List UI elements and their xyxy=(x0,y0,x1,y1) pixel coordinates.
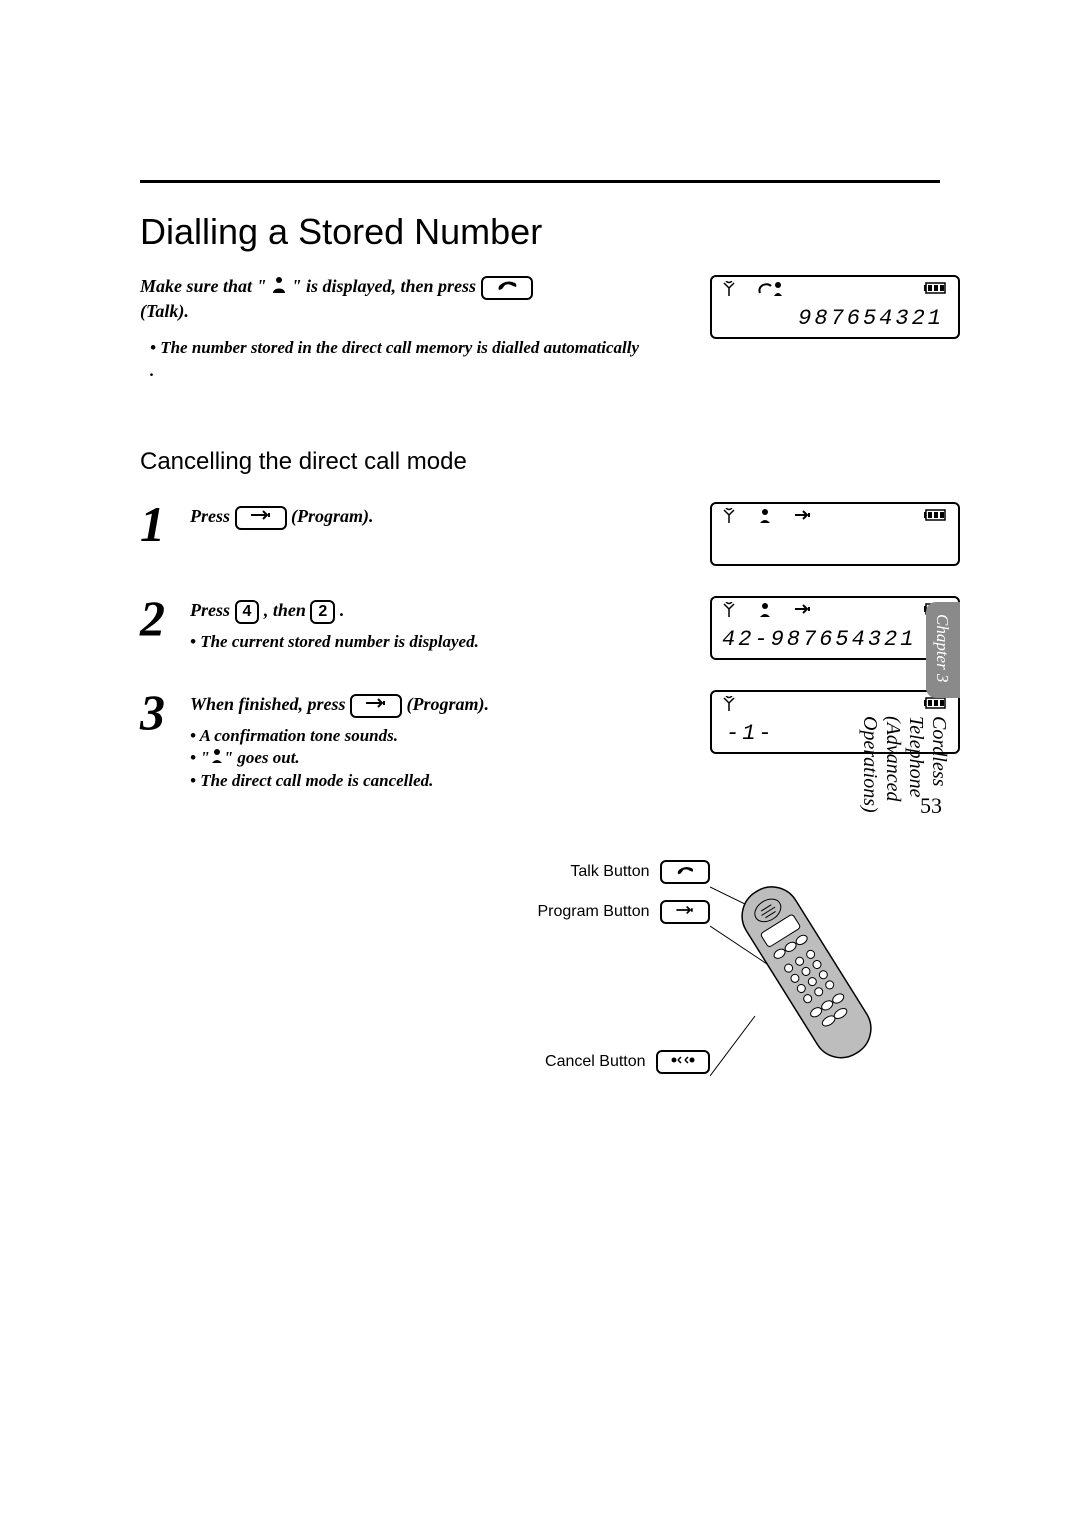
lcd-digits: 987654321 xyxy=(798,306,944,331)
lcd-icons xyxy=(722,696,948,717)
intro-text: Make sure that " " is displayed, then pr… xyxy=(140,275,640,396)
cancel-key-icon xyxy=(656,1050,710,1074)
program-key-icon xyxy=(350,694,402,718)
step-bullet: The current stored number is displayed. xyxy=(190,632,686,652)
program-key-icon xyxy=(660,900,710,924)
intro-section: Make sure that " " is displayed, then pr… xyxy=(140,275,960,396)
intro-bullet-text: The number stored in the direct call mem… xyxy=(150,338,639,379)
step-bullets: A confirmation tone sounds. "" goes out.… xyxy=(190,726,686,792)
cancel-button-label: Cancel Button xyxy=(510,1050,710,1074)
step-body: Press 4 , then 2 . The current stored nu… xyxy=(190,596,686,654)
battery-icon xyxy=(924,508,948,529)
antenna-icon xyxy=(722,602,736,623)
intro-bullet: • The number stored in the direct call m… xyxy=(150,337,640,381)
step-text-mid: , then xyxy=(264,600,311,620)
step-text: When finished, press (Program). xyxy=(190,694,686,718)
step-2: 2 Press 4 , then 2 . The current stored … xyxy=(140,596,960,660)
label-text: Cancel Button xyxy=(545,1053,646,1070)
antenna-icon xyxy=(722,696,736,717)
battery-icon xyxy=(924,281,948,302)
lcd-display-intro: 987654321 xyxy=(710,275,960,339)
lcd-icons xyxy=(722,281,948,302)
step-text-after: . xyxy=(340,600,345,620)
step-text-before: Press xyxy=(190,600,235,620)
step-bullet: The direct call mode is cancelled. xyxy=(190,771,686,791)
lcd-icons xyxy=(722,508,948,529)
page-number: 53 xyxy=(920,793,942,819)
arrow-icon xyxy=(794,508,812,529)
step-bullets: The current stored number is displayed. xyxy=(190,632,686,652)
intro-part1: Make sure that " xyxy=(140,276,267,296)
key-2: 2 xyxy=(310,600,335,624)
person-icon xyxy=(758,508,772,529)
lcd-digits: 42-987654321 xyxy=(722,627,916,652)
handset-person-icon xyxy=(758,281,784,302)
step-text-after: (Program). xyxy=(291,506,374,526)
subheading: Cancelling the direct call mode xyxy=(140,448,960,476)
page-content: Dialling a Stored Number Make sure that … xyxy=(140,180,960,823)
step-number: 1 xyxy=(140,502,176,547)
phone-illustration: Talk Button Program Button Cancel Button xyxy=(540,850,960,1150)
battery-icon xyxy=(924,696,948,717)
intro-line: Make sure that " " is displayed, then pr… xyxy=(140,275,640,323)
antenna-icon xyxy=(722,281,736,302)
person-icon xyxy=(210,748,224,769)
lcd-icons xyxy=(722,602,948,623)
talk-key-icon xyxy=(481,276,533,300)
step-text: Press (Program). xyxy=(190,506,686,530)
step-text-before: When finished, press xyxy=(190,694,350,714)
lcd-digits: -1- xyxy=(726,721,775,746)
chapter-tab: Chapter 3 xyxy=(926,602,960,698)
person-icon xyxy=(758,602,772,623)
step-lcd-wrap: 42-987654321 xyxy=(700,596,960,660)
step-text-after: (Program). xyxy=(407,694,490,714)
step-text-before: Press xyxy=(190,506,235,526)
arrow-icon xyxy=(794,602,812,623)
step-lcd-wrap xyxy=(700,502,960,566)
intro-part2: " is displayed, then press xyxy=(292,276,477,296)
talk-button-label: Talk Button xyxy=(530,860,710,884)
page-title: Dialling a Stored Number xyxy=(140,211,960,253)
step-number: 3 xyxy=(140,690,176,735)
step-bullet: "" goes out. xyxy=(190,748,686,770)
phone-handset-icon xyxy=(710,866,920,1096)
talk-key-icon xyxy=(660,860,710,884)
step-number: 2 xyxy=(140,596,176,641)
key-4: 4 xyxy=(235,600,260,624)
label-text: Talk Button xyxy=(570,863,649,880)
lcd-display-step1 xyxy=(710,502,960,566)
step-bullet: A confirmation tone sounds. xyxy=(190,726,686,746)
person-icon xyxy=(271,276,287,300)
label-text: Program Button xyxy=(537,903,649,920)
step-body: When finished, press (Program). A confir… xyxy=(190,690,686,794)
step-body: Press (Program). xyxy=(190,502,686,530)
program-key-icon xyxy=(235,506,287,530)
chapter-tab-text: Chapter 3 xyxy=(932,614,952,682)
top-rule xyxy=(140,180,940,183)
intro-line2: (Talk). xyxy=(140,301,189,321)
step-text: Press 4 , then 2 . xyxy=(190,600,686,624)
step-3: 3 When finished, press (Program). A conf… xyxy=(140,690,960,794)
antenna-icon xyxy=(722,508,736,529)
lcd-display-step2: 42-987654321 xyxy=(710,596,960,660)
step-1: 1 Press (Program). xyxy=(140,502,960,566)
program-button-label: Program Button xyxy=(500,900,710,924)
